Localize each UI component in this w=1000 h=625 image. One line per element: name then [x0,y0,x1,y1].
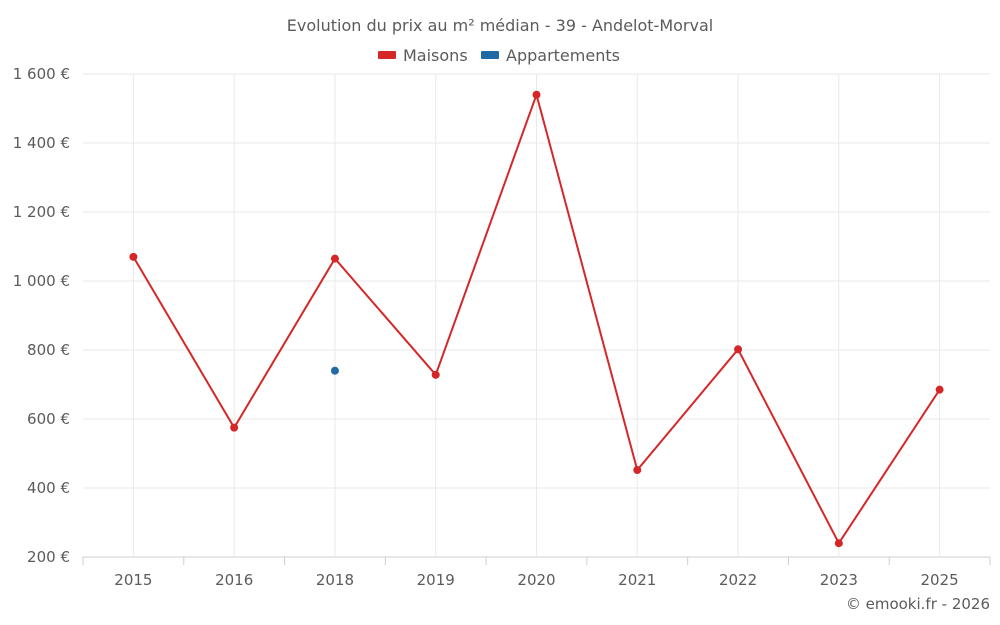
data-point-maisons [129,252,138,261]
y-tick-label: 1 400 € [13,134,70,152]
y-tick-label: 1 600 € [13,65,70,83]
legend[interactable]: Maisons Appartements [378,46,620,65]
y-tick-label: 600 € [27,410,70,428]
y-tick-label: 200 € [27,548,70,566]
series-layer [129,90,944,548]
data-point-maisons [330,254,339,263]
data-point-maisons [532,90,541,99]
y-tick-label: 800 € [27,341,70,359]
x-tick-label: 2016 [215,571,253,589]
y-tick-label: 1 200 € [13,203,70,221]
data-point-maisons [230,423,239,432]
data-point-maisons [633,466,642,475]
data-point-maisons [834,539,843,548]
legend-swatch-appartements [481,51,499,59]
y-tick-label: 400 € [27,479,70,497]
x-tick-label: 2021 [618,571,656,589]
x-tick-label: 2023 [820,571,858,589]
x-tick-label: 2022 [719,571,757,589]
data-point-appartements [330,366,339,375]
legend-label-maisons: Maisons [403,46,468,65]
axis-layer: 200 € 400 € 600 € 800 € 1 000 € 1 200 € 1 400 … [13,65,991,589]
y-tick-label: 1 000 € [13,272,70,290]
x-tick-label: 2018 [316,571,354,589]
data-point-maisons [431,370,440,379]
x-tick-label: 2020 [517,571,555,589]
x-tick-label: 2015 [114,571,152,589]
chart-title: Evolution du prix au m² médian - 39 - An… [287,16,713,35]
data-point-maisons [734,345,743,354]
x-tick-label: 2025 [921,571,959,589]
legend-swatch-maisons [378,51,396,59]
legend-label-appartements: Appartements [506,46,620,65]
legend-item-maisons[interactable]: Maisons [378,46,468,65]
x-tick-label: 2019 [417,571,455,589]
grid-layer [83,73,990,558]
data-point-maisons [935,385,944,394]
copyright-credit: © emooki.fr - 2026 [846,595,990,613]
legend-item-appartements[interactable]: Appartements [481,46,620,65]
